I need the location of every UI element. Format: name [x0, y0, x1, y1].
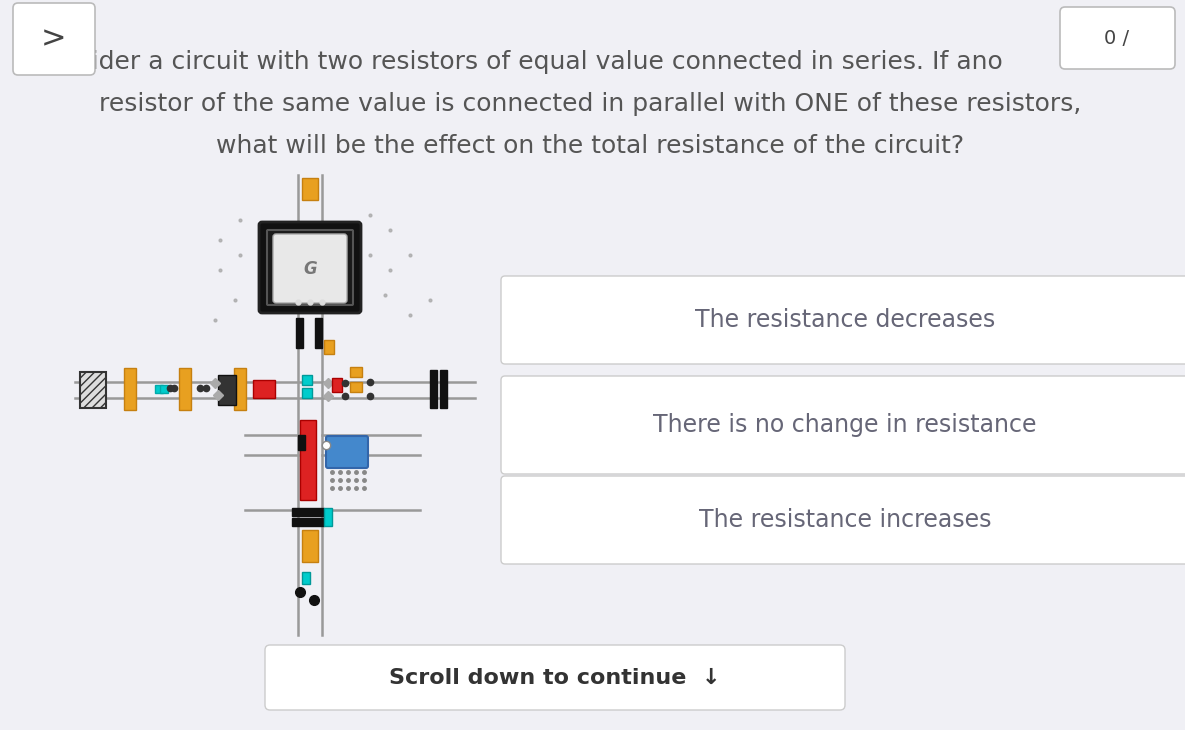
Text: resistor of the same value is connected in parallel with ONE of these resistors,: resistor of the same value is connected …	[98, 92, 1081, 116]
FancyBboxPatch shape	[332, 378, 342, 392]
FancyBboxPatch shape	[501, 276, 1185, 364]
FancyBboxPatch shape	[273, 234, 347, 303]
FancyBboxPatch shape	[350, 367, 361, 377]
Text: what will be the effect on the total resistance of the circuit?: what will be the effect on the total res…	[216, 134, 965, 158]
FancyBboxPatch shape	[1061, 7, 1176, 69]
FancyBboxPatch shape	[292, 508, 324, 516]
FancyBboxPatch shape	[430, 370, 437, 408]
FancyBboxPatch shape	[501, 476, 1185, 564]
Text: There is no change in resistance: There is no change in resistance	[653, 413, 1037, 437]
FancyBboxPatch shape	[324, 508, 332, 526]
Text: 0 /: 0 /	[1104, 28, 1129, 47]
FancyBboxPatch shape	[297, 435, 305, 450]
Text: Scroll down to continue  ↓: Scroll down to continue ↓	[389, 667, 720, 688]
FancyBboxPatch shape	[124, 368, 136, 410]
FancyBboxPatch shape	[260, 222, 361, 313]
FancyBboxPatch shape	[292, 518, 324, 526]
FancyBboxPatch shape	[302, 388, 312, 398]
FancyBboxPatch shape	[267, 230, 353, 305]
FancyBboxPatch shape	[326, 436, 369, 468]
FancyBboxPatch shape	[265, 645, 845, 710]
FancyBboxPatch shape	[254, 380, 275, 398]
FancyBboxPatch shape	[300, 420, 316, 500]
FancyBboxPatch shape	[160, 385, 168, 393]
FancyBboxPatch shape	[302, 530, 318, 562]
Text: The resistance decreases: The resistance decreases	[694, 308, 995, 332]
FancyBboxPatch shape	[440, 370, 447, 408]
Text: >: >	[41, 25, 66, 53]
FancyBboxPatch shape	[179, 368, 191, 410]
FancyBboxPatch shape	[302, 375, 312, 385]
FancyBboxPatch shape	[296, 318, 303, 348]
FancyBboxPatch shape	[81, 372, 105, 408]
Text: G: G	[303, 260, 316, 278]
FancyBboxPatch shape	[350, 382, 361, 392]
FancyBboxPatch shape	[302, 572, 310, 584]
FancyBboxPatch shape	[155, 385, 164, 393]
Text: The resistance increases: The resistance increases	[699, 508, 991, 532]
FancyBboxPatch shape	[324, 340, 334, 354]
Text: Consider a circuit with two resistors of equal value connected in series. If ano: Consider a circuit with two resistors of…	[30, 50, 1003, 74]
FancyBboxPatch shape	[501, 376, 1185, 474]
FancyBboxPatch shape	[315, 318, 322, 348]
FancyBboxPatch shape	[302, 178, 318, 200]
FancyBboxPatch shape	[218, 375, 236, 405]
FancyBboxPatch shape	[13, 3, 95, 75]
FancyBboxPatch shape	[233, 368, 246, 410]
